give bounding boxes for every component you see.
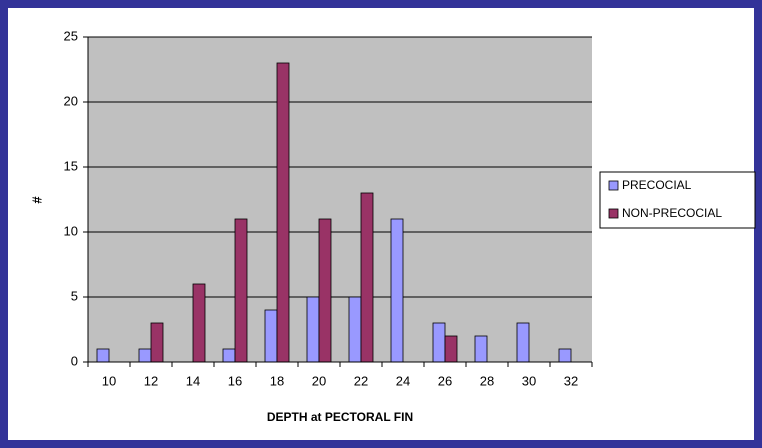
y-tick-label: 10 <box>64 223 78 238</box>
x-tick-label: 22 <box>354 373 368 388</box>
y-tick-label: 15 <box>64 158 78 173</box>
x-tick-label: 18 <box>270 373 284 388</box>
bar <box>348 296 362 363</box>
bar <box>558 348 572 363</box>
plot-area <box>88 37 592 362</box>
bar <box>96 348 110 363</box>
y-axis-title: # <box>29 196 44 204</box>
legend-swatch <box>608 180 619 191</box>
bar <box>318 218 332 363</box>
bar <box>516 322 530 363</box>
x-tick-label: 30 <box>522 373 536 388</box>
legend <box>599 171 756 229</box>
legend-label: NON-PRECOCIAL <box>622 206 722 220</box>
x-tick-label: 26 <box>438 373 452 388</box>
bar <box>432 322 446 363</box>
bar <box>150 322 164 363</box>
y-tick-label: 20 <box>64 93 78 108</box>
bar <box>276 62 290 363</box>
y-tick-label: 5 <box>71 288 78 303</box>
x-tick-label: 16 <box>228 373 242 388</box>
x-tick-label: 28 <box>480 373 494 388</box>
bar <box>474 335 488 363</box>
legend-swatch <box>608 208 619 219</box>
bar <box>444 335 458 363</box>
bar <box>138 348 152 363</box>
bar <box>192 283 206 363</box>
x-tick-label: 20 <box>312 373 326 388</box>
legend-label: PRECOCIAL <box>622 178 692 192</box>
bar <box>306 296 320 363</box>
bar <box>390 218 404 363</box>
bar <box>264 309 278 363</box>
y-tick-label: 25 <box>64 28 78 43</box>
y-tick-label: 0 <box>71 353 78 368</box>
x-tick-label: 14 <box>186 373 200 388</box>
x-axis-title: DEPTH at PECTORAL FIN <box>267 410 413 424</box>
bar <box>222 348 236 363</box>
bar <box>234 218 248 363</box>
x-tick-label: 32 <box>564 373 578 388</box>
x-tick-label: 10 <box>102 373 116 388</box>
x-tick-label: 24 <box>396 373 410 388</box>
x-tick-label: 12 <box>144 373 158 388</box>
bar <box>360 192 374 363</box>
